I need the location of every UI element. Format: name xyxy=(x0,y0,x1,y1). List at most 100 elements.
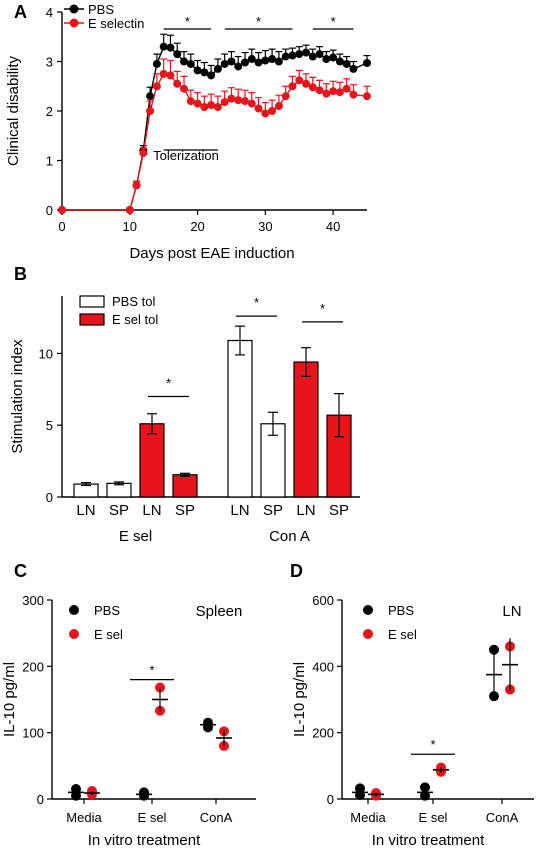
a-tolerization-label: Tolerization xyxy=(153,148,219,163)
b-significance-star: * xyxy=(166,376,171,391)
a-data-point xyxy=(152,59,161,68)
a-data-point xyxy=(302,48,310,57)
c-significance-star: * xyxy=(149,663,154,678)
d-data-point xyxy=(489,644,499,655)
d-x-tick-label: E sel xyxy=(419,810,448,825)
a-series-line-0 xyxy=(62,45,368,211)
a-legend-label: E selectin xyxy=(88,16,144,31)
b-bar-label: LN xyxy=(142,502,161,519)
a-data-point xyxy=(335,88,344,97)
d-legend-marker xyxy=(363,605,373,615)
d-x-axis-label: In vitro treatment xyxy=(372,832,485,849)
a-data-point xyxy=(146,107,155,115)
a-data-point xyxy=(322,89,331,98)
b-bar xyxy=(227,339,253,498)
a-data-point xyxy=(200,68,209,77)
b-bar-label: LN xyxy=(76,502,95,519)
c-legend-marker xyxy=(69,605,79,615)
a-data-point xyxy=(247,99,256,108)
b-y-axis-label: Stimulation index xyxy=(9,339,26,454)
a-data-point xyxy=(363,92,371,101)
panel-label-c: C xyxy=(14,561,27,581)
a-significance-star: * xyxy=(185,14,190,29)
a-data-point xyxy=(180,84,188,93)
c-y-axis-label: IL-10 pg/ml xyxy=(1,662,18,737)
a-data-point xyxy=(261,56,270,65)
a-data-point xyxy=(342,84,351,93)
a-data-point xyxy=(274,102,283,111)
b-bar xyxy=(260,423,286,498)
c-y-tick-label: 200 xyxy=(22,659,44,674)
a-data-point xyxy=(193,66,202,75)
a-x-axis-label: Days post EAE induction xyxy=(129,245,294,262)
a-data-point xyxy=(173,50,182,59)
a-data-point xyxy=(261,109,270,118)
b-bar xyxy=(172,474,198,498)
c-legend-label: PBS xyxy=(94,603,120,618)
a-data-point xyxy=(288,51,297,60)
b-legend-label: E sel tol xyxy=(112,312,158,327)
c-legend-label: E sel xyxy=(94,627,123,642)
a-y-tick-label: 3 xyxy=(46,55,53,70)
a-data-point xyxy=(329,53,338,62)
a-x-tick-label: 40 xyxy=(326,219,340,234)
a-data-point xyxy=(58,206,66,214)
a-data-point xyxy=(220,98,229,107)
a-data-point xyxy=(207,71,216,80)
b-bar-label: LN xyxy=(230,502,249,519)
a-data-point xyxy=(200,103,209,112)
a-data-point xyxy=(295,76,304,85)
a-y-tick-label: 0 xyxy=(46,203,53,218)
a-legend-marker xyxy=(69,4,79,14)
a-data-point xyxy=(241,58,249,67)
b-bar-label: SP xyxy=(263,502,283,519)
b-legend-swatch xyxy=(79,313,105,326)
b-significance-star: * xyxy=(254,295,259,310)
a-data-point xyxy=(241,97,249,106)
b-bar-label: LN xyxy=(296,502,315,519)
c-y-tick-label: 300 xyxy=(22,593,44,608)
a-data-point xyxy=(166,43,175,52)
b-group-label: E sel xyxy=(119,528,152,545)
panel-label-b: B xyxy=(14,264,27,284)
a-data-point xyxy=(288,82,297,91)
d-y-tick-label: 600 xyxy=(312,593,334,608)
c-x-tick-label: ConA xyxy=(200,810,233,825)
a-data-point xyxy=(213,64,222,73)
a-data-point xyxy=(274,57,283,66)
a-data-point xyxy=(159,42,168,51)
a-data-point xyxy=(139,149,148,158)
d-x-tick-label: Media xyxy=(350,810,386,825)
a-y-axis-label: Clinical disability xyxy=(5,55,22,166)
d-legend-label: PBS xyxy=(388,603,414,618)
a-data-point xyxy=(268,55,277,64)
a-significance-star: * xyxy=(331,14,336,29)
c-y-tick-label: 100 xyxy=(22,726,44,741)
b-legend-label: PBS tol xyxy=(112,294,155,309)
a-x-tick-label: 30 xyxy=(258,219,272,234)
a-data-point xyxy=(342,59,351,68)
b-bar xyxy=(106,482,132,498)
b-bar-label: SP xyxy=(175,502,195,519)
d-x-tick-label: ConA xyxy=(486,810,519,825)
a-data-point xyxy=(159,69,168,78)
c-x-axis-label: In vitro treatment xyxy=(88,832,201,849)
d-legend-marker xyxy=(363,629,373,639)
a-data-point xyxy=(227,94,236,103)
a-data-point xyxy=(186,59,195,68)
a-x-tick-label: 10 xyxy=(123,219,137,234)
b-y-tick-label: 5 xyxy=(46,418,53,433)
a-data-point xyxy=(213,103,222,112)
a-y-tick-label: 2 xyxy=(46,104,53,119)
a-data-point xyxy=(254,58,263,67)
a-data-point xyxy=(349,64,358,73)
a-data-point xyxy=(166,71,175,80)
a-data-point xyxy=(207,101,216,110)
a-data-point xyxy=(335,57,344,66)
a-data-point xyxy=(308,52,317,61)
a-legend-label: PBS xyxy=(88,2,114,17)
a-data-point xyxy=(234,96,243,105)
a-data-point xyxy=(315,50,324,59)
a-data-point xyxy=(268,107,277,115)
d-y-tick-label: 200 xyxy=(312,726,334,741)
